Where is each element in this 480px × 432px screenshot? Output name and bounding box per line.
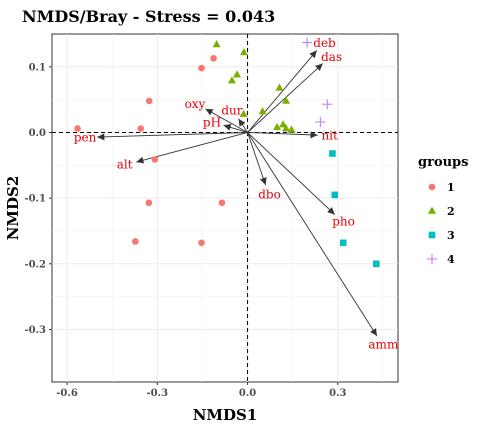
point-group1-2 xyxy=(137,125,145,132)
vector-deb-arrowhead xyxy=(309,50,317,59)
vector-pen-arrowhead xyxy=(97,133,105,141)
point-group2-3 xyxy=(227,76,236,84)
point-group2-1 xyxy=(239,47,248,56)
chart-title: NMDS/Bray - Stress = 0.043 xyxy=(22,7,275,26)
vector-das-arrowhead xyxy=(315,63,323,71)
y-axis-label: NMDS2 xyxy=(4,176,22,241)
vector-arrows xyxy=(97,50,378,337)
legend-label-1: 1 xyxy=(447,181,455,194)
x-tick-label: 0.3 xyxy=(329,388,346,399)
vector-label-dbo: dbo xyxy=(258,187,281,201)
point-group2-6 xyxy=(239,109,248,117)
plot-panel xyxy=(51,33,399,383)
vector-pho-arrowhead xyxy=(327,207,335,215)
vector-oxy-line xyxy=(205,108,248,133)
legend-label-2: 2 xyxy=(447,205,455,218)
vector-label-pH: pH xyxy=(203,115,221,129)
vector-nit-arrowhead xyxy=(310,131,318,139)
point-group3-2 xyxy=(339,239,347,247)
x-tick-label: -0.6 xyxy=(56,388,78,399)
legend-key-2 xyxy=(428,206,436,214)
point-group2-4 xyxy=(275,83,284,91)
legend-label-3: 3 xyxy=(447,229,455,242)
point-group2-8 xyxy=(279,120,288,128)
point-group1-1 xyxy=(145,97,153,105)
vector-label-pen: pen xyxy=(74,130,97,144)
y-tick-label: -0.2 xyxy=(24,259,46,270)
vector-pen-line xyxy=(97,132,248,138)
vector-das-line xyxy=(247,63,324,133)
point-group1-9 xyxy=(198,239,205,247)
point-group4-1 xyxy=(322,99,333,110)
x-tick-label: -0.3 xyxy=(147,388,169,399)
vector-alt-arrowhead xyxy=(136,156,145,164)
point-group3-0 xyxy=(329,150,336,157)
vector-amm-arrowhead xyxy=(370,328,377,337)
point-group1-4 xyxy=(198,64,205,72)
point-group1-6 xyxy=(145,199,153,207)
vector-label-nit: nit xyxy=(321,128,338,142)
data-points xyxy=(74,37,380,268)
point-group2-11 xyxy=(287,125,296,133)
legend-key-3 xyxy=(428,231,436,239)
point-group1-0 xyxy=(74,125,81,132)
legend: groups 1 2 3 4 xyxy=(418,155,468,266)
vector-label-alt: alt xyxy=(117,158,133,172)
vector-oxy-arrowhead xyxy=(205,108,214,116)
point-group2-2 xyxy=(233,70,242,78)
vector-label-pho: pho xyxy=(332,214,355,228)
vector-label-oxy: oxy xyxy=(185,97,206,111)
vector-dbo-arrowhead xyxy=(259,177,267,186)
point-group1-3 xyxy=(210,54,217,62)
legend-label-4: 4 xyxy=(447,253,455,266)
point-group1-8 xyxy=(218,199,226,207)
point-group3-1 xyxy=(331,191,339,199)
vector-pho-line xyxy=(247,132,336,215)
y-tick-label: -0.1 xyxy=(24,194,46,205)
point-group3-3 xyxy=(373,260,380,268)
point-group2-7 xyxy=(258,107,267,115)
y-tick-label: -0.3 xyxy=(24,325,46,336)
x-tick-label: 0.0 xyxy=(239,388,256,399)
point-group4-0 xyxy=(302,37,313,48)
vector-label-deb: deb xyxy=(313,36,336,50)
point-group2-10 xyxy=(273,122,282,131)
point-group4-2 xyxy=(315,116,326,127)
x-axis-label: NMDS1 xyxy=(193,406,258,424)
grid-lines xyxy=(52,34,398,382)
vector-nit-line xyxy=(247,132,318,136)
y-tick-label: 0.1 xyxy=(29,62,46,73)
vector-label-das: das xyxy=(321,50,342,64)
point-group2-5 xyxy=(282,96,291,104)
point-group2-0 xyxy=(212,40,221,48)
point-group2-9 xyxy=(282,124,291,132)
vector-dur-arrowhead xyxy=(238,118,246,127)
vector-amm-line xyxy=(247,132,378,337)
vector-dbo-line xyxy=(247,132,267,186)
vector-label-amm: amm xyxy=(368,337,399,351)
vector-deb-line xyxy=(247,50,318,133)
reference-lines xyxy=(52,34,398,382)
axis-ticks: -0.6 -0.3 0.0 0.3 -0.3 -0.2 -0.1 0.0 0.1 xyxy=(24,62,346,399)
vector-label-dur: dur xyxy=(221,103,242,117)
legend-key-4 xyxy=(427,254,437,264)
point-group1-5 xyxy=(151,156,159,163)
y-tick-label: 0.0 xyxy=(29,128,46,139)
point-group1-7 xyxy=(132,238,139,245)
vector-pH-arrowhead xyxy=(223,124,232,131)
legend-title: groups xyxy=(418,155,468,170)
legend-key-1 xyxy=(428,183,436,191)
